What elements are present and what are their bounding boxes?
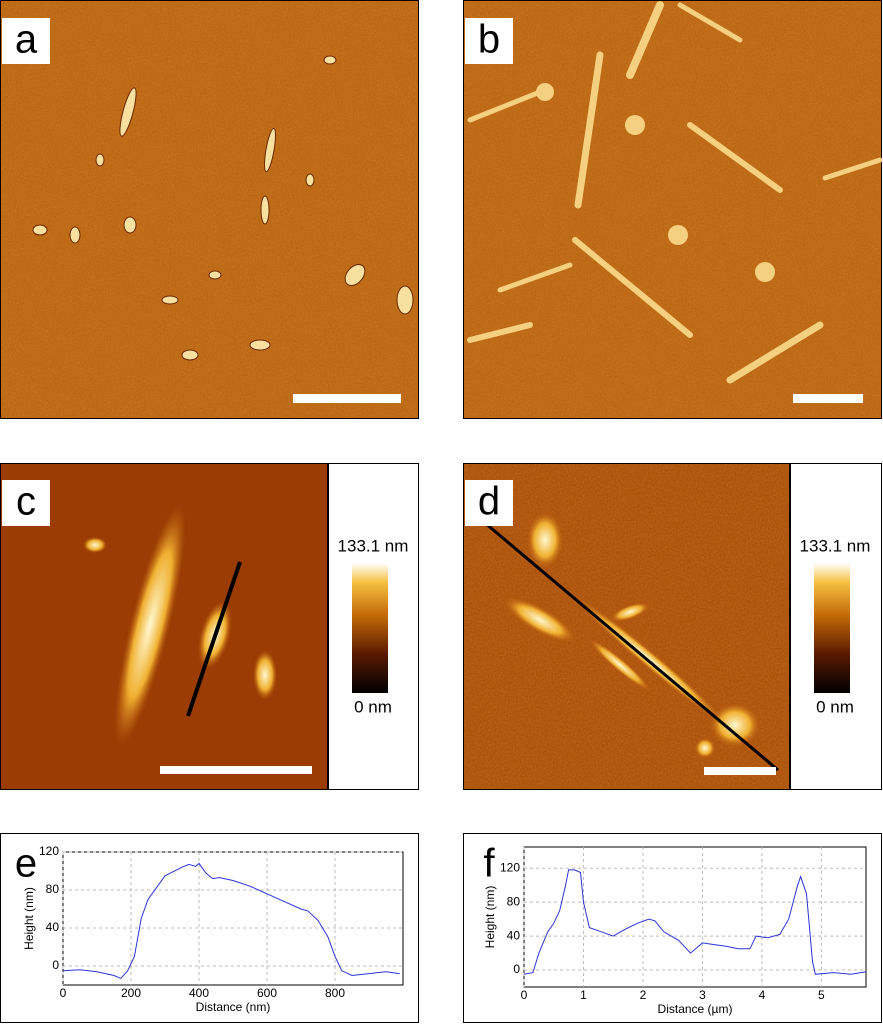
x-tick-label: 5 [818, 988, 825, 1002]
profile-line [523, 869, 867, 975]
colorbar-min-label: 0 nm [816, 697, 854, 716]
y-tick-label: 80 [46, 882, 60, 896]
colorbar-max-label: 133.1 nm [338, 536, 409, 555]
colorbar-max-label: 133.1 nm [800, 536, 871, 555]
panel-label: b [478, 18, 500, 62]
afm-image-c [0, 463, 419, 790]
panel-label: f [483, 842, 495, 886]
panel-label: a [15, 18, 38, 62]
x-tick-label: 3 [699, 988, 706, 1002]
label-box [465, 480, 513, 526]
y-tick-label: 80 [507, 894, 521, 908]
plot-area [62, 851, 404, 986]
x-tick-label: 200 [121, 986, 141, 1000]
label-box [2, 18, 50, 64]
x-tick-label: 400 [189, 986, 209, 1000]
label-box [465, 18, 513, 64]
x-tick-label: 800 [325, 986, 345, 1000]
afm-image-d [463, 463, 882, 790]
y-tick-label: 40 [46, 920, 60, 934]
afm-image-b [463, 0, 883, 419]
afm-image-a [0, 0, 419, 419]
label-box [2, 480, 50, 526]
y-axis-title: Height (nm) [22, 887, 36, 950]
panel-label: e [15, 842, 37, 886]
x-tick-label: 600 [257, 986, 277, 1000]
y-tick-label: 0 [52, 958, 59, 972]
panel-label: c [16, 480, 36, 524]
x-axis-title: Distance (nm) [196, 1000, 271, 1014]
y-tick-label: 120 [500, 860, 520, 874]
y-axis-title: Height (nm) [483, 886, 497, 949]
x-tick-label: 1 [580, 988, 587, 1002]
y-tick-label: 120 [39, 844, 59, 858]
y-tick-label: 40 [507, 928, 521, 942]
x-tick-label: 4 [759, 988, 766, 1002]
x-tick-label: 0 [60, 986, 67, 1000]
colorbar-min-label: 0 nm [354, 697, 392, 716]
y-tick-label: 0 [513, 962, 520, 976]
x-axis-title: Distance (µm) [658, 1002, 733, 1016]
profile-line [62, 862, 400, 980]
panel-label: d [478, 480, 500, 524]
x-tick-label: 2 [640, 988, 647, 1002]
x-tick-label: 0 [521, 988, 528, 1002]
